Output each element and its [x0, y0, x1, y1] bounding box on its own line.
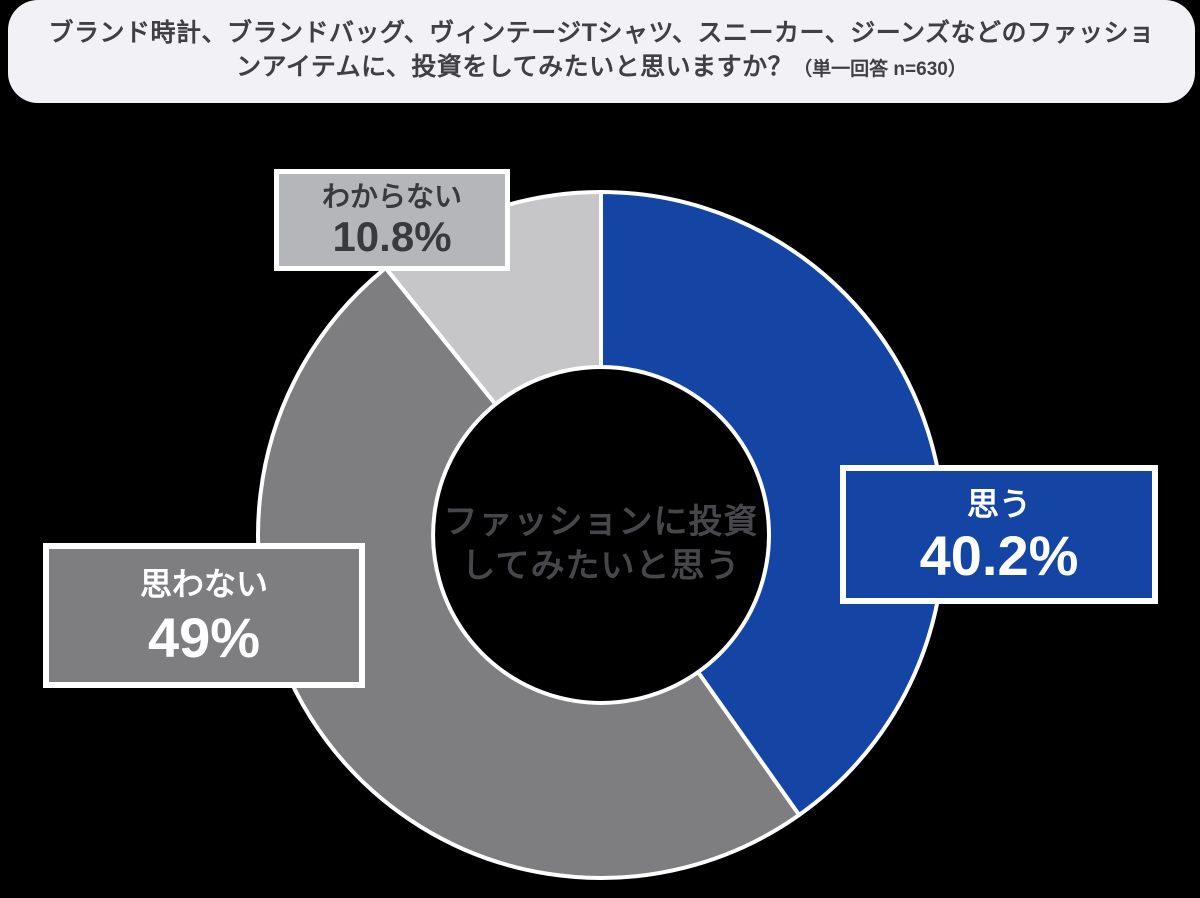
sample-size-note: （単一回答 n=630） [793, 59, 967, 80]
question-line-1: ブランド時計、ブランドバッグ、ヴィンテージTシャツ、スニーカー、ジーンズなどのフ… [48, 19, 1155, 47]
callout-omowanai-label: 思わない [139, 565, 268, 602]
question-line-2: ンアイテムに、投資をしてみたいと思いますか？（単一回答 n=630） [236, 53, 967, 81]
callout-wakaranai-label: わからない [321, 181, 462, 212]
chart-center-label: ファッションに投資 してみたいと思う [401, 500, 801, 588]
callout-wakaranai: わからない 10.8% [274, 169, 510, 271]
center-label-line-1: ファッションに投資 [443, 503, 759, 541]
donut-segment-思う [599, 190, 946, 817]
callout-omou-value: 40.2% [919, 523, 1079, 587]
callout-omou: 思う 40.2% [840, 465, 1158, 604]
donut-segment-思わない [256, 265, 802, 880]
callout-omowanai: 思わない 49% [43, 543, 365, 688]
question-banner: ブランド時計、ブランドバッグ、ヴィンテージTシャツ、スニーカー、ジーンズなどのフ… [8, 0, 1195, 103]
callout-omou-label: 思う [966, 485, 1031, 522]
callout-omowanai-value: 49% [147, 605, 261, 669]
callout-wakaranai-value: 10.8% [332, 213, 452, 260]
center-label-line-2: してみたいと思う [461, 547, 741, 585]
